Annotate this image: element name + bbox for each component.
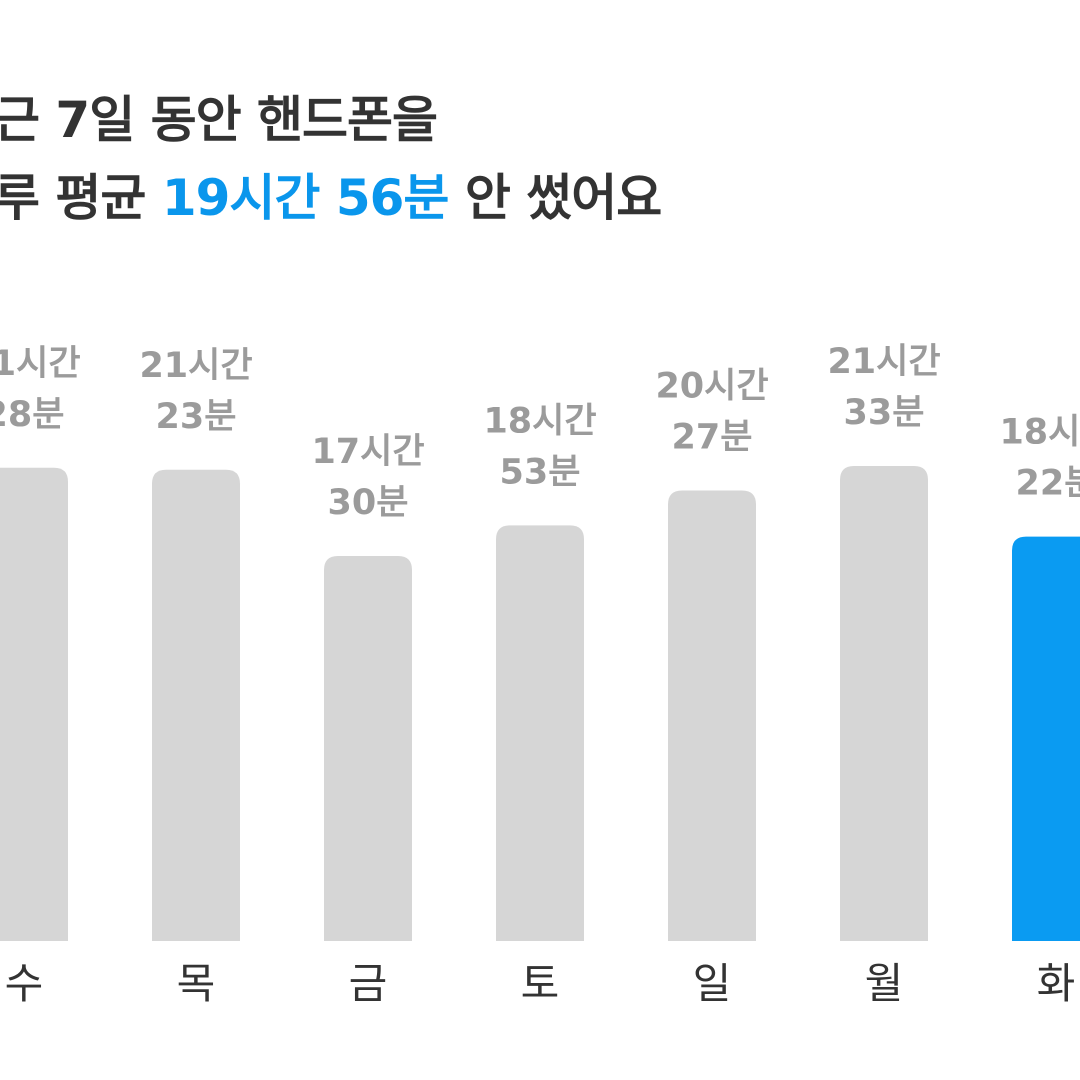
bar-value-hours-label: 20시간 bbox=[655, 366, 768, 406]
bar-금 bbox=[324, 556, 412, 941]
day-label-일: 일 bbox=[693, 959, 732, 1008]
bar-value-minutes-label: 27분 bbox=[672, 417, 753, 457]
summary-title-line-1: 근 7일 동안 핸드폰을 bbox=[0, 80, 438, 152]
bar-value-minutes-label: 23분 bbox=[156, 397, 237, 437]
average-time-highlight: 19시간 56분 bbox=[161, 169, 450, 227]
bar-value-hours-label: 17시간 bbox=[311, 432, 424, 472]
bar-value-minutes-label: 28분 bbox=[0, 395, 64, 435]
summary-title-text: 근 7일 동안 핸드폰을 bbox=[0, 91, 438, 149]
bar-value-minutes-label: 30분 bbox=[328, 483, 409, 523]
day-label-화: 화 bbox=[1037, 959, 1076, 1008]
bar-화 bbox=[1012, 536, 1080, 941]
summary-title-prefix: 루 평균 bbox=[0, 169, 162, 227]
day-label-월: 월 bbox=[865, 959, 904, 1008]
bar-일 bbox=[668, 490, 756, 941]
day-label-목: 목 bbox=[177, 959, 216, 1008]
bar-value-hours-label: 21시간 bbox=[139, 346, 252, 386]
bar-수 bbox=[0, 467, 68, 941]
bar-토 bbox=[496, 525, 584, 941]
summary-title-line-2: 루 평균 19시간 56분 안 썼어요 bbox=[0, 158, 662, 230]
bar-value-minutes-label: 22분 bbox=[1016, 464, 1080, 504]
bar-value-hours-label: 21시간 bbox=[0, 344, 81, 384]
summary-title-suffix: 안 썼어요 bbox=[448, 169, 662, 227]
bar-value-hours-label: 18시간 bbox=[483, 401, 596, 441]
day-label-수: 수 bbox=[5, 959, 44, 1008]
day-label-금: 금 bbox=[349, 959, 388, 1008]
bar-value-hours-label: 18시간 bbox=[999, 413, 1080, 453]
bar-월 bbox=[840, 466, 928, 941]
bar-value-minutes-label: 53분 bbox=[500, 452, 581, 492]
day-label-토: 토 bbox=[521, 959, 560, 1008]
bar-목 bbox=[152, 469, 240, 941]
bar-value-hours-label: 21시간 bbox=[827, 342, 940, 382]
bar-value-minutes-label: 33분 bbox=[844, 393, 925, 433]
